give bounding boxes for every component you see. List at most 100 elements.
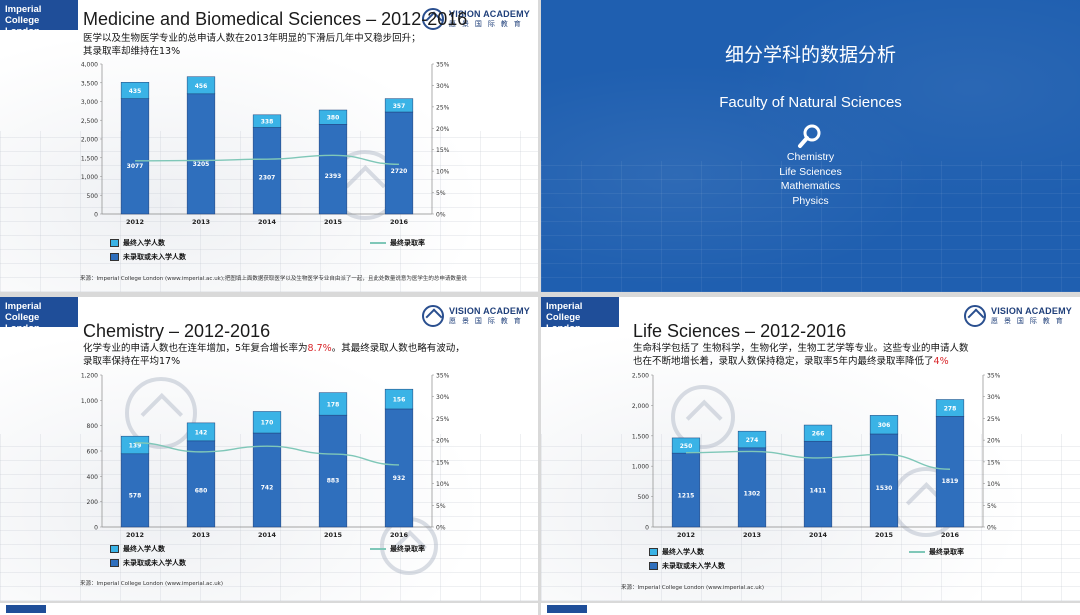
y2-tick-label: 30%: [436, 394, 450, 401]
bar-rejected: [252, 432, 282, 528]
bar-rejected: [384, 408, 414, 528]
bar-admitted: [737, 430, 767, 449]
bar-admitted: [384, 98, 414, 113]
data-label-rejected: 742: [261, 484, 274, 491]
subject-item: Mathematics: [780, 180, 841, 192]
next-slide-brand-peek: [6, 605, 46, 613]
x-tick-label: 2012: [126, 531, 144, 539]
source-note: 来源：Imperial College London (www.imperial…: [621, 585, 765, 591]
data-label-rejected: 680: [195, 488, 208, 495]
bar-admitted: [120, 435, 150, 455]
legend-item-rejected: 未录取或未入学人数: [110, 250, 186, 264]
y-tick-label: 500: [638, 494, 650, 501]
y2-tick-label: 10%: [987, 481, 1001, 488]
data-label-admitted: 266: [812, 431, 825, 438]
slide-medicine: Imperial College London VISION ACADEMY 愿 景…: [0, 0, 538, 292]
y2-tick-label: 0%: [987, 525, 997, 532]
legend-item-rate: 最终录取率: [370, 544, 425, 554]
bar-rejected: [869, 433, 899, 528]
y-tick-label: 800: [87, 423, 99, 430]
y2-tick-label: 5%: [987, 503, 997, 510]
y-tick-label: 1,000: [81, 174, 98, 181]
bar-admitted: [318, 392, 348, 416]
slide-life-sciences: Imperial College London VISION ACADEMY 愿 景…: [541, 297, 1080, 601]
life-sciences-chart: 0 500 1,000 1,500 2,000 2,500 0% 5% 10% 15% 20% 25%…: [632, 373, 1001, 540]
bar-rejected: [120, 453, 150, 528]
data-label-rejected: 883: [327, 477, 340, 484]
y2-tick-label: 5%: [436, 503, 446, 510]
y2-tick-label: 0%: [436, 212, 446, 219]
y-tick-label: 3,500: [81, 80, 98, 87]
y2-tick-label: 20%: [436, 438, 450, 445]
bar-rejected: [803, 440, 833, 528]
watermark-logo: [125, 377, 197, 449]
legend-item-admitted: 最终入学人数: [110, 236, 186, 250]
y-tick-label: 400: [87, 474, 99, 481]
x-tick-label: 2016: [941, 531, 960, 539]
y2-tick-label: 10%: [436, 169, 450, 176]
legend-item-admitted: 最终入学人数: [649, 545, 725, 559]
y-tick-label: 1,500: [81, 155, 98, 162]
data-label-rejected: 1530: [876, 485, 893, 492]
x-tick-label: 2012: [126, 218, 144, 226]
bar-admitted: [186, 76, 216, 95]
data-label-rejected: 932: [393, 475, 406, 482]
slide-section: 细分学科的数据分析 Faculty of Natural Sciences Ch…: [541, 0, 1080, 292]
watermark-logo: [671, 385, 735, 449]
y2-tick-label: 0%: [436, 525, 446, 532]
data-label-rejected: 578: [129, 493, 142, 500]
y-tick-label: 0: [645, 525, 649, 532]
source-note: 来源：Imperial College London (www.imperial…: [80, 276, 467, 282]
data-label-admitted: 435: [129, 88, 142, 95]
data-label-rejected: 2720: [391, 168, 408, 175]
y-tick-label: 2,500: [81, 118, 98, 125]
data-label-admitted: 142: [195, 429, 208, 436]
data-label-rejected: 2393: [325, 173, 342, 180]
slide-subtitle: 化学专业的申请人数也在连年增加，5年复合增长率为8.7%。其最终录取人数也略有波…: [83, 343, 465, 367]
vision-logo-icon: [422, 305, 445, 327]
y-tick-label: 1,000: [632, 464, 649, 471]
bar-rejected: [120, 98, 150, 215]
y-tick-label: 2,000: [81, 137, 98, 144]
y2-tick-label: 35%: [436, 373, 450, 380]
legend-item-rate: 最终录取率: [909, 547, 964, 557]
y2-tick-label: 30%: [436, 83, 450, 90]
imperial-brand: Imperial College London: [541, 297, 619, 334]
source-note: 来源：Imperial College London (www.imperial…: [80, 581, 224, 587]
x-tick-label: 2015: [324, 531, 343, 539]
bar-rejected: [318, 124, 348, 215]
x-tick-label: 2013: [192, 218, 210, 226]
y-tick-label: 2,500: [632, 373, 649, 380]
slide-title: Chemistry – 2012-2016: [83, 321, 271, 341]
y2-tick-label: 5%: [436, 190, 446, 197]
data-label-rejected: 1302: [744, 490, 761, 497]
data-label-admitted: 156: [393, 397, 406, 404]
slide-subtitle: 医学以及生物医学专业的总申请人数在2013年明显的下滑后几年中又稳步回升； 其录…: [83, 33, 421, 57]
imperial-brand: Imperial College London: [0, 297, 78, 334]
grid-floor-background: [541, 160, 1080, 292]
bar-rejected: [186, 93, 216, 215]
bar-admitted: [935, 399, 965, 417]
data-label-rejected: 1819: [942, 478, 959, 485]
subject-item: Physics: [792, 194, 829, 207]
subject-item: Chemistry: [786, 151, 835, 163]
y-tick-label: 200: [87, 499, 99, 506]
bar-admitted: [803, 424, 833, 442]
bar-rejected: [935, 416, 965, 528]
data-label-rejected: 1411: [810, 488, 827, 495]
legend-item-rejected: 未录取或未入学人数: [110, 556, 186, 570]
legend: 最终入学人数 未录取或未入学人数: [649, 545, 725, 573]
vision-academy-logo: VISION ACADEMY 愿 景 国 际 教 育: [964, 305, 1072, 327]
data-label-admitted: 456: [195, 83, 208, 90]
y-tick-label: 500: [87, 193, 99, 200]
y2-tick-label: 25%: [987, 416, 1001, 423]
data-label-admitted: 178: [327, 401, 340, 408]
y-tick-label: 0: [94, 212, 98, 219]
bar-admitted: [186, 422, 216, 442]
bar-rejected: [737, 447, 767, 528]
data-label-admitted: 380: [327, 115, 340, 122]
slide-title: Medicine and Biomedical Sciences – 2012-…: [83, 9, 468, 29]
bar-rejected: [384, 111, 414, 215]
magnifier-icon: [798, 124, 821, 148]
bar-admitted: [120, 82, 150, 99]
